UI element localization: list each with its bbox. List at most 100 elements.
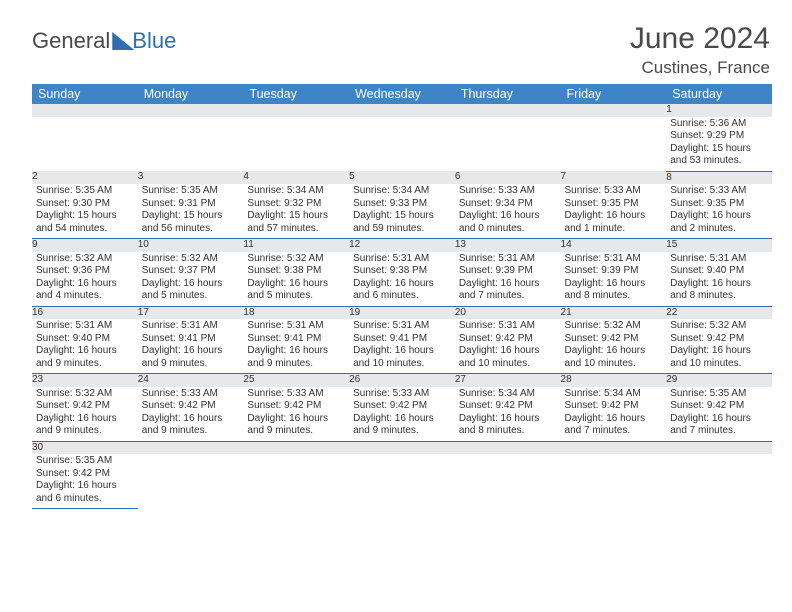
day-number-cell: 21 (561, 306, 667, 319)
day-number: 17 (138, 307, 149, 318)
day-number: 25 (243, 374, 254, 385)
sunset-text: Sunset: 9:42 PM (142, 400, 240, 413)
sunrise-text: Sunrise: 5:33 AM (142, 388, 240, 401)
weekday-header: Saturday (666, 84, 772, 104)
sunrise-text: Sunrise: 5:32 AM (670, 320, 768, 333)
daylight-text: Daylight: 16 hours and 7 minutes. (459, 278, 557, 303)
day-number-cell (455, 441, 561, 454)
day-cell: Sunrise: 5:33 AMSunset: 9:42 PMDaylight:… (138, 387, 244, 442)
daynum-row: 23242526272829 (32, 374, 772, 387)
sunrise-text: Sunrise: 5:32 AM (36, 388, 134, 401)
sunset-text: Sunset: 9:31 PM (142, 198, 240, 211)
day-number: 2 (32, 171, 38, 182)
sunrise-text: Sunrise: 5:33 AM (353, 388, 451, 401)
day-number: 27 (455, 374, 466, 385)
calendar-table: Sunday Monday Tuesday Wednesday Thursday… (32, 84, 772, 509)
sunset-text: Sunset: 9:42 PM (670, 333, 768, 346)
week-row: Sunrise: 5:36 AMSunset: 9:29 PMDaylight:… (32, 117, 772, 172)
day-number-cell: 3 (138, 171, 244, 184)
week-row: Sunrise: 5:32 AMSunset: 9:36 PMDaylight:… (32, 252, 772, 307)
sunset-text: Sunset: 9:33 PM (353, 198, 451, 211)
day-number: 28 (561, 374, 572, 385)
day-cell: Sunrise: 5:34 AMSunset: 9:33 PMDaylight:… (349, 184, 455, 239)
sunset-text: Sunset: 9:36 PM (36, 265, 134, 278)
daylight-text: Daylight: 16 hours and 10 minutes. (353, 345, 451, 370)
day-number-cell (243, 441, 349, 454)
day-cell: Sunrise: 5:33 AMSunset: 9:35 PMDaylight:… (666, 184, 772, 239)
day-cell (138, 117, 244, 172)
daylight-text: Daylight: 16 hours and 9 minutes. (353, 413, 451, 438)
location: Custines, France (630, 58, 770, 78)
sunrise-text: Sunrise: 5:33 AM (565, 185, 663, 198)
sunset-text: Sunset: 9:40 PM (670, 265, 768, 278)
day-number: 20 (455, 307, 466, 318)
day-cell: Sunrise: 5:31 AMSunset: 9:38 PMDaylight:… (349, 252, 455, 307)
sunrise-text: Sunrise: 5:31 AM (36, 320, 134, 333)
logo-text-1: General (32, 28, 110, 54)
day-cell: Sunrise: 5:32 AMSunset: 9:42 PMDaylight:… (666, 319, 772, 374)
day-cell (455, 117, 561, 172)
sunset-text: Sunset: 9:38 PM (247, 265, 345, 278)
day-cell: Sunrise: 5:35 AMSunset: 9:31 PMDaylight:… (138, 184, 244, 239)
day-cell (243, 117, 349, 172)
logo: General Blue (32, 22, 176, 54)
day-cell (349, 454, 455, 509)
sunset-text: Sunset: 9:41 PM (142, 333, 240, 346)
sunrise-text: Sunrise: 5:32 AM (36, 253, 134, 266)
sunrise-text: Sunrise: 5:32 AM (142, 253, 240, 266)
daynum-row: 1 (32, 104, 772, 117)
daylight-text: Daylight: 16 hours and 8 minutes. (565, 278, 663, 303)
daylight-text: Daylight: 16 hours and 9 minutes. (36, 345, 134, 370)
sunrise-text: Sunrise: 5:32 AM (247, 253, 345, 266)
month-title: June 2024 (630, 22, 770, 56)
day-number-cell: 30 (32, 441, 138, 454)
daylight-text: Daylight: 16 hours and 4 minutes. (36, 278, 134, 303)
day-number-cell: 4 (243, 171, 349, 184)
daylight-text: Daylight: 16 hours and 9 minutes. (36, 413, 134, 438)
day-number: 26 (349, 374, 360, 385)
sunset-text: Sunset: 9:42 PM (459, 333, 557, 346)
sunrise-text: Sunrise: 5:31 AM (353, 320, 451, 333)
day-number-cell: 25 (243, 374, 349, 387)
sunrise-text: Sunrise: 5:34 AM (565, 388, 663, 401)
day-cell: Sunrise: 5:33 AMSunset: 9:35 PMDaylight:… (561, 184, 667, 239)
day-number-cell: 20 (455, 306, 561, 319)
day-cell (243, 454, 349, 509)
sunrise-text: Sunrise: 5:31 AM (247, 320, 345, 333)
day-number-cell: 8 (666, 171, 772, 184)
sunset-text: Sunset: 9:42 PM (565, 400, 663, 413)
sunset-text: Sunset: 9:42 PM (36, 468, 134, 481)
daylight-text: Daylight: 16 hours and 5 minutes. (247, 278, 345, 303)
day-cell: Sunrise: 5:31 AMSunset: 9:40 PMDaylight:… (32, 319, 138, 374)
day-number-cell: 10 (138, 239, 244, 252)
weekday-header: Monday (138, 84, 244, 104)
sunset-text: Sunset: 9:35 PM (670, 198, 768, 211)
day-number-cell (138, 441, 244, 454)
day-cell: Sunrise: 5:31 AMSunset: 9:41 PMDaylight:… (138, 319, 244, 374)
day-cell: Sunrise: 5:33 AMSunset: 9:42 PMDaylight:… (243, 387, 349, 442)
day-number: 7 (561, 171, 567, 182)
day-number-cell (666, 441, 772, 454)
day-number-cell (349, 104, 455, 117)
day-number-cell (561, 441, 667, 454)
sunrise-text: Sunrise: 5:34 AM (459, 388, 557, 401)
daylight-text: Daylight: 16 hours and 9 minutes. (142, 345, 240, 370)
day-number: 13 (455, 239, 466, 250)
day-number: 9 (32, 239, 38, 250)
day-number: 23 (32, 374, 43, 385)
day-cell (349, 117, 455, 172)
sunrise-text: Sunrise: 5:35 AM (36, 455, 134, 468)
day-cell: Sunrise: 5:32 AMSunset: 9:38 PMDaylight:… (243, 252, 349, 307)
sunrise-text: Sunrise: 5:36 AM (670, 118, 768, 131)
day-number: 6 (455, 171, 461, 182)
daylight-text: Daylight: 16 hours and 8 minutes. (459, 413, 557, 438)
day-cell: Sunrise: 5:36 AMSunset: 9:29 PMDaylight:… (666, 117, 772, 172)
day-number-cell: 16 (32, 306, 138, 319)
day-number-cell: 5 (349, 171, 455, 184)
sunrise-text: Sunrise: 5:31 AM (142, 320, 240, 333)
day-cell: Sunrise: 5:31 AMSunset: 9:41 PMDaylight:… (243, 319, 349, 374)
daylight-text: Daylight: 16 hours and 7 minutes. (565, 413, 663, 438)
week-row: Sunrise: 5:31 AMSunset: 9:40 PMDaylight:… (32, 319, 772, 374)
daylight-text: Daylight: 16 hours and 7 minutes. (670, 413, 768, 438)
daylight-text: Daylight: 16 hours and 0 minutes. (459, 210, 557, 235)
